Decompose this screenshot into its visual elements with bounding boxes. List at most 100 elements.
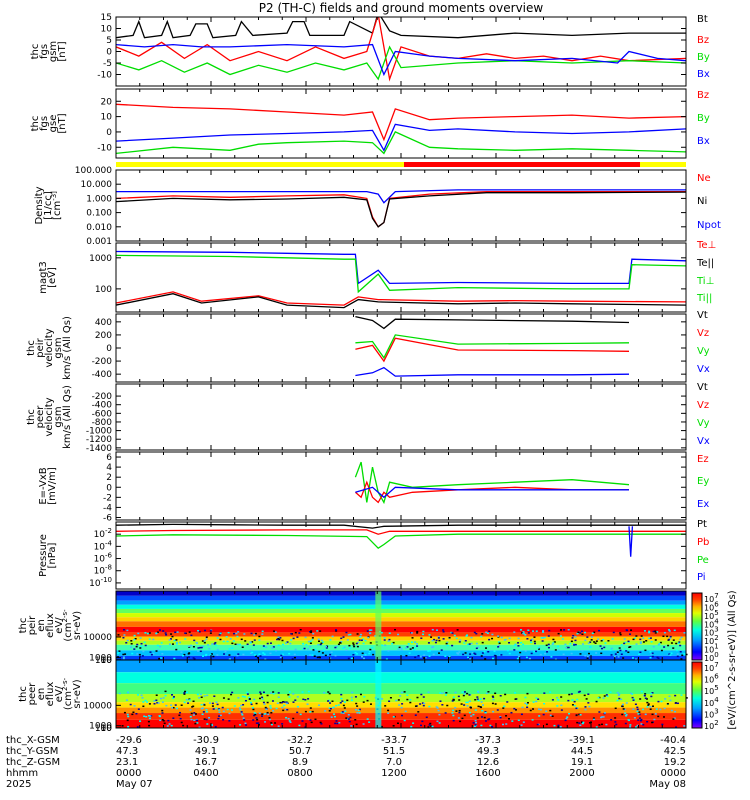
spectrogram-speckle: [475, 642, 478, 645]
spectrogram-speckle: [593, 631, 596, 634]
spectrogram-speckle: [205, 718, 208, 721]
y-tick-label: 4: [106, 463, 112, 473]
spectrogram-speckle: [290, 633, 293, 635]
series-group: [355, 315, 630, 377]
spectrogram-band: [116, 608, 686, 614]
spectrogram-speckle: [156, 644, 159, 647]
spectrogram-speckle: [683, 725, 686, 727]
spectrogram-speckle: [521, 706, 524, 709]
spectrogram-speckle: [442, 630, 445, 633]
series-bz: [116, 103, 686, 142]
spectrogram-speckle: [309, 711, 312, 713]
spectrogram-speckle: [488, 630, 491, 633]
spectrogram-speckle: [534, 642, 537, 645]
spectrogram-speckle: [288, 652, 291, 655]
spectrogram-speckle: [397, 633, 400, 636]
spectrogram-speckle: [480, 655, 483, 657]
spectrogram-speckle: [345, 649, 348, 652]
spectrogram-speckle: [667, 638, 670, 641]
spectrogram-speckle: [604, 642, 607, 644]
spectrogram-speckle: [369, 632, 372, 635]
spectrogram-speckle: [583, 694, 586, 697]
spectrogram-speckle: [311, 654, 314, 656]
spectrogram-speckle: [155, 650, 158, 652]
spectrogram-speckle: [437, 637, 440, 639]
spectrogram-speckle: [542, 631, 545, 633]
spectrogram-speckle: [400, 649, 403, 651]
spectrogram-speckle: [452, 714, 455, 717]
spectrogram-speckle: [380, 631, 383, 634]
spectrogram-speckle: [179, 711, 182, 714]
colorbar-tick-label: 107: [704, 592, 719, 604]
spectrogram-speckle: [683, 653, 686, 655]
spectrogram-speckle: [362, 642, 365, 645]
spectrogram-speckle: [451, 632, 454, 634]
spectrogram-speckle: [263, 646, 266, 648]
spectrogram-speckle: [190, 718, 193, 721]
spectrogram-speckle: [437, 636, 440, 638]
spectrogram-speckle: [631, 696, 634, 699]
spectrogram-speckle: [282, 700, 285, 703]
spectrogram-speckle: [624, 712, 627, 714]
spectrogram-speckle: [191, 706, 194, 708]
spectrogram-speckle: [190, 634, 193, 637]
spectrogram-speckle: [625, 713, 628, 716]
y-tick-label: 0: [106, 344, 112, 354]
spectrogram-band: [116, 617, 686, 622]
spectrogram-speckle: [327, 700, 330, 702]
y-axis-label: magt3[eV]: [38, 261, 58, 294]
y-axis-label-line: gsm: [53, 337, 64, 358]
spectrogram-speckle: [650, 695, 653, 698]
spectrogram-speckle: [368, 721, 371, 723]
y-axis-label-line: [mV/m]: [47, 467, 58, 505]
spectrogram-speckle: [419, 656, 422, 658]
spectrogram-speckle: [391, 642, 394, 645]
x-row-label: thc_Y-GSM: [6, 746, 58, 757]
spectrogram-speckle: [595, 640, 598, 642]
spectrogram-speckle: [458, 651, 461, 653]
spectrogram-speckle: [350, 699, 353, 701]
spectrogram-speckle: [593, 641, 596, 643]
spectrogram-speckle: [166, 725, 169, 727]
spectrogram-speckle: [480, 701, 483, 703]
spectrogram-speckle: [477, 690, 480, 693]
spectrogram-speckle: [269, 707, 272, 709]
spectrogram-speckle: [505, 723, 508, 725]
x-row-label: thc_Z-GSM: [6, 757, 60, 768]
spectrogram-speckle: [590, 721, 593, 723]
spectrogram-speckle: [324, 654, 327, 657]
spectrogram-speckle: [497, 635, 500, 637]
spectrogram-speckle: [414, 705, 417, 707]
spectrogram-speckle: [629, 724, 632, 726]
spectrogram-speckle: [296, 705, 299, 708]
spectrogram-speckle: [195, 718, 198, 721]
spectrogram-speckle: [175, 648, 178, 651]
spectrogram-event-streak: [375, 591, 382, 660]
spectrogram-speckle: [567, 646, 570, 649]
spectrogram-speckle: [634, 703, 637, 706]
spectrogram-speckle: [616, 699, 619, 702]
spectrogram-speckle: [488, 638, 491, 641]
spectrogram-speckle: [299, 713, 302, 716]
spectrogram-speckle: [639, 642, 642, 645]
spectrogram-speckle: [414, 646, 417, 649]
spectrogram-speckle: [559, 635, 562, 637]
spectrogram-speckle: [477, 699, 480, 702]
spectrogram-speckle: [588, 722, 591, 724]
spectrogram-speckle: [466, 634, 469, 636]
spectrogram-speckle: [179, 641, 182, 644]
spectrogram-speckle: [666, 702, 669, 705]
spectrogram-speckle: [469, 706, 472, 709]
spectrogram-speckle: [569, 642, 572, 645]
spectrogram-speckle: [249, 641, 252, 643]
spectrogram-speckle: [116, 656, 119, 658]
spectrogram-speckle: [241, 695, 244, 698]
spectrogram-speckle: [551, 699, 554, 701]
spectrogram-speckle: [214, 725, 217, 728]
y-axis-label-line: sr-eV): [72, 679, 83, 708]
spectrogram-speckle: [181, 654, 184, 657]
spectrogram-speckle: [552, 638, 555, 641]
spectrogram-speckle: [356, 705, 359, 707]
spectrogram-speckle: [644, 713, 647, 716]
